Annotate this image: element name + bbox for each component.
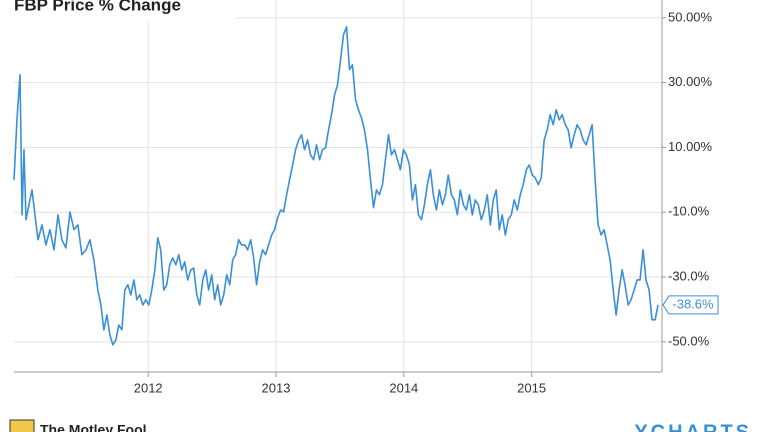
y-tick-label: 50.00%: [668, 9, 713, 24]
footer-provider: YCHARTS: [634, 421, 752, 432]
end-label-text: -38.6%: [672, 296, 714, 311]
footer-publisher: The Motley Fool: [40, 422, 147, 432]
end-label-box: [662, 295, 719, 315]
x-tick-label: 2013: [262, 380, 291, 395]
title-box: [0, 0, 236, 22]
x-tick-label: 2014: [389, 380, 418, 395]
price-line: [13, 26, 659, 346]
end-label: -38.6%: [662, 295, 719, 315]
y-tick-label: 10.00%: [668, 139, 713, 154]
y-tick-label: -10.0%: [668, 204, 710, 219]
footer-logo: [9, 419, 35, 432]
y-tick-label: -30.0%: [668, 268, 710, 283]
x-tick-label: 2012: [134, 380, 163, 395]
chart-title: FBP Price % Change: [14, 0, 181, 14]
y-tick-label: 30.00%: [668, 74, 713, 89]
y-tick-label: -50.0%: [668, 333, 710, 348]
x-tick-label: 2015: [517, 380, 546, 395]
